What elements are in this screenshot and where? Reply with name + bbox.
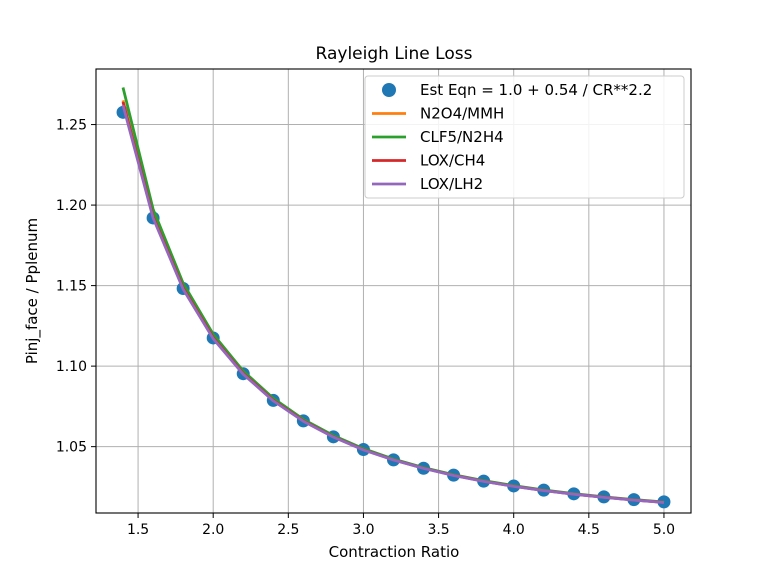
series-layer [116,87,671,509]
legend-label: LOX/LH2 [420,175,483,193]
x-tick-label: 4.5 [578,522,600,538]
legend-marker-est-eqn [382,83,396,97]
y-tick-label: 1.25 [56,118,87,134]
chart-title: Rayleigh Line Loss [316,44,473,64]
y-tick-label: 1.05 [56,440,87,456]
legend-label: N2O4/MMH [420,105,504,123]
x-tick-label: 3.5 [427,522,449,538]
x-tick-label: 4.0 [503,522,525,538]
x-tick-label: 5.0 [653,522,675,538]
legend-label: CLF5/N2H4 [420,128,504,146]
y-tick-label: 1.20 [56,198,87,214]
x-tick-label: 2.0 [202,522,224,538]
ticks: 1.5 2.0 2.5 3.0 3.5 4.0 4.5 5.0 1.05 1.10 1.15 1.20… [56,118,675,538]
x-tick-label: 2.5 [277,522,299,538]
y-tick-label: 1.10 [56,359,87,375]
x-axis-label: Contraction Ratio [329,543,460,561]
plot-frame [95,68,692,514]
series-line-lox-lh2 [121,104,665,504]
legend: Est Eqn = 1.0 + 0.54 / CR**2.2 N2O4/MMH CL… [364,75,685,199]
legend-box [364,75,685,199]
y-tick-label: 1.15 [56,279,87,295]
legend-label: LOX/CH4 [420,152,485,170]
x-tick-label: 1.5 [127,522,149,538]
x-tick-label: 3.0 [352,522,374,538]
y-axis-label: Pinj_face / Pplenum [23,218,42,364]
legend-label: Est Eqn = 1.0 + 0.54 / CR**2.2 [420,81,652,99]
